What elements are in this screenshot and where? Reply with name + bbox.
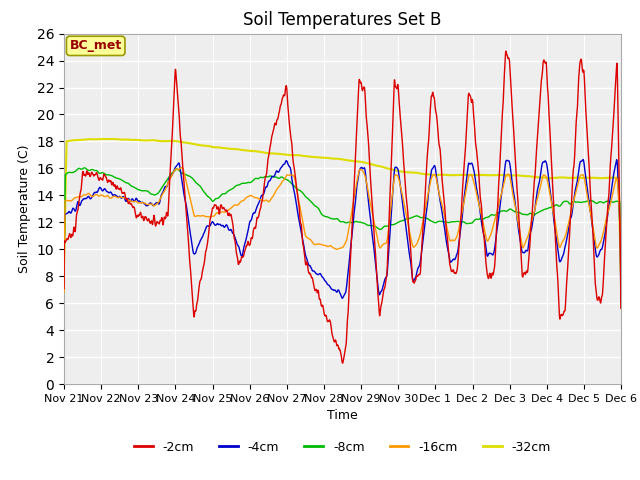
Text: BC_met: BC_met [70, 39, 122, 52]
X-axis label: Time: Time [327, 409, 358, 422]
Y-axis label: Soil Temperature (C): Soil Temperature (C) [18, 144, 31, 273]
Title: Soil Temperatures Set B: Soil Temperatures Set B [243, 11, 442, 29]
Legend: -2cm, -4cm, -8cm, -16cm, -32cm: -2cm, -4cm, -8cm, -16cm, -32cm [129, 436, 556, 459]
